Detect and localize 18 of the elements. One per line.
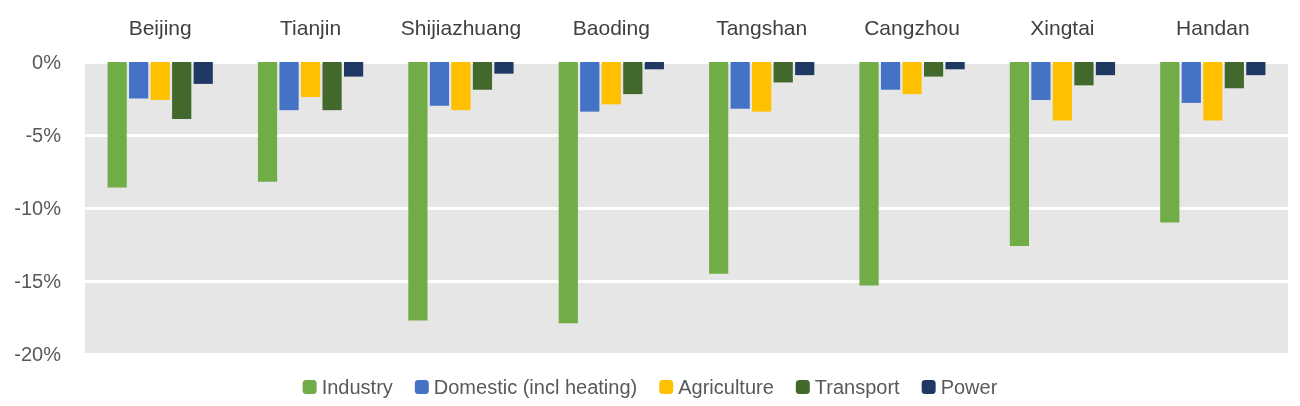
x-tick-label: Tangshan (716, 16, 808, 39)
y-tick-label: -10% (14, 197, 62, 219)
legend-label: Industry (321, 376, 393, 398)
x-tick-label: Tianjin (280, 16, 342, 39)
x-tick-label: Baoding (572, 16, 650, 39)
x-tick-label: Beijing (128, 16, 192, 39)
legend-label: Domestic (incl heating) (433, 376, 638, 398)
legend-label: Power (940, 376, 998, 398)
y-tick-label: -20% (14, 343, 62, 365)
y-tick-label: -5% (25, 124, 62, 146)
x-tick-label: Handan (1176, 16, 1250, 39)
x-tick-label: Cangzhou (864, 16, 960, 39)
x-tick-label: Shijiazhuang (400, 16, 522, 39)
y-tick-label: 0% (32, 51, 62, 73)
legend-label: Transport (814, 376, 901, 398)
y-tick-label: -15% (14, 270, 62, 292)
legend-label: Agriculture (678, 376, 774, 398)
x-tick-label: Xingtai (1030, 16, 1095, 39)
